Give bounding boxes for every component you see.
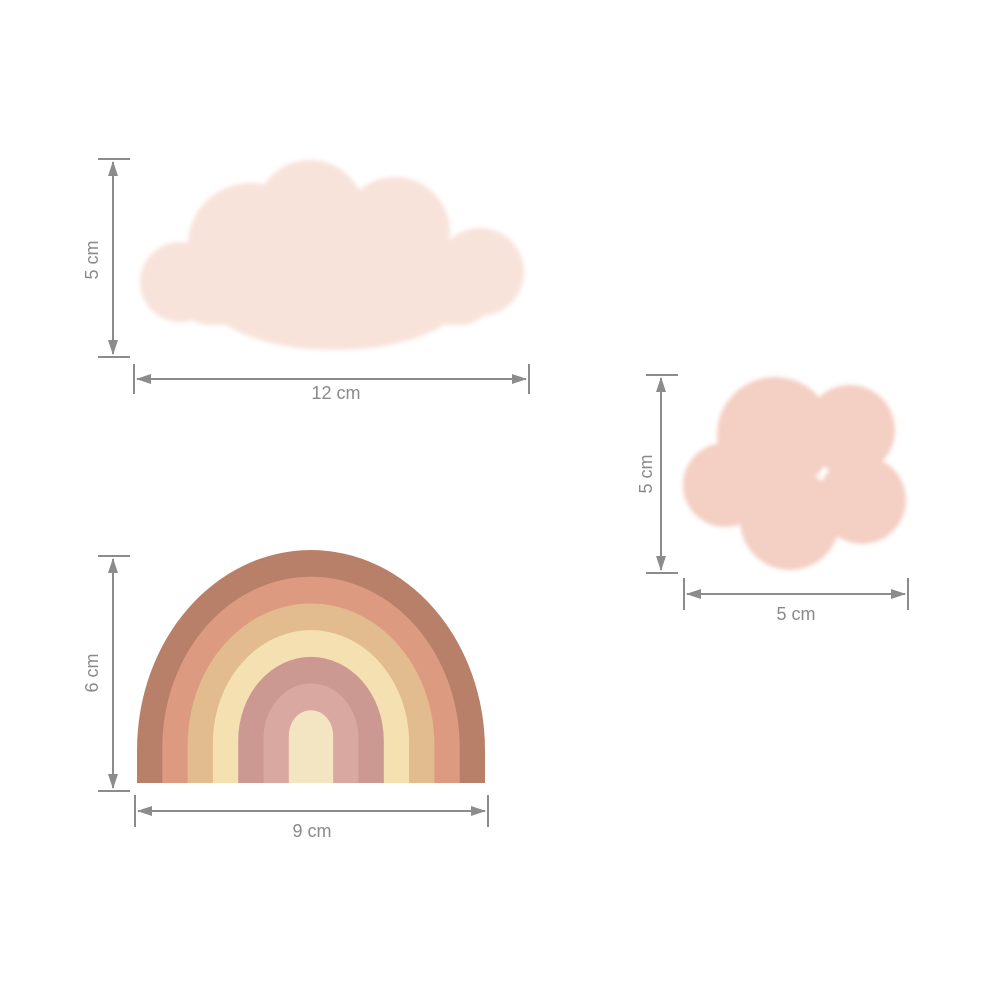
rainbow-band	[288, 710, 334, 783]
rainbow-height-dimension: 6 cm	[82, 555, 130, 792]
rainbow-illustration	[137, 550, 485, 783]
large-cloud-height-label: 5 cm	[82, 240, 102, 279]
large-cloud-illustration	[140, 160, 524, 350]
large-cloud-width-label: 12 cm	[311, 383, 360, 403]
small-cloud-width-dimension: 5 cm	[683, 578, 909, 624]
small-cloud-height-dimension: 5 cm	[636, 374, 678, 574]
rainbow-height-label: 6 cm	[82, 653, 102, 692]
large-cloud-height-dimension: 5 cm	[82, 158, 130, 358]
small-cloud-illustration	[683, 377, 906, 570]
rainbow-width-label: 9 cm	[292, 821, 331, 841]
small-cloud-width-label: 5 cm	[776, 604, 815, 624]
large-cloud-width-dimension: 12 cm	[133, 364, 530, 403]
rainbow-width-dimension: 9 cm	[134, 795, 489, 841]
small-cloud-height-label: 5 cm	[636, 454, 656, 493]
